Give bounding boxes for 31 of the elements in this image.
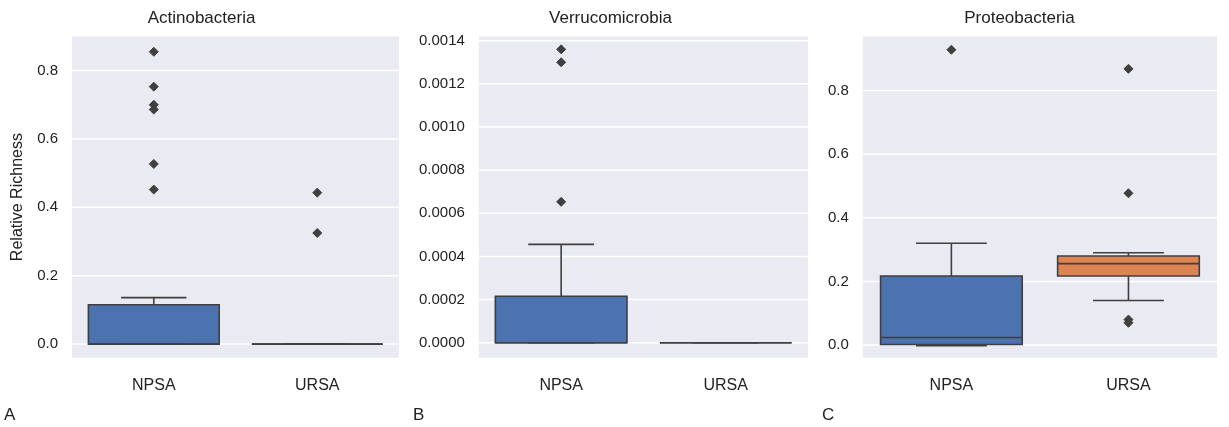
- text: A: [4, 405, 16, 425]
- y-axis-title: Relative Richness: [8, 133, 26, 262]
- y-tick-label: 0.4: [37, 197, 59, 215]
- x-tick-label: URSA: [1106, 375, 1152, 393]
- y-tick-label: 0.6: [37, 129, 59, 147]
- y-tick-label: 0.0002: [418, 289, 465, 307]
- y-tick-label: 0.2: [37, 265, 59, 283]
- y-tick-label: 0.0014: [418, 30, 465, 48]
- x-tick-label: NPSA: [132, 375, 176, 393]
- y-tick-label: 0.8: [37, 60, 59, 78]
- y-tick-label: 0.2: [827, 271, 849, 289]
- chart-title: Verrucomicrobia: [549, 7, 673, 27]
- y-tick-label: 0.8: [827, 80, 849, 98]
- y-tick-label: 0.0: [37, 334, 59, 352]
- x-tick-label: URSA: [703, 375, 749, 393]
- x-tick-label: NPSA: [539, 375, 584, 393]
- chart-title: Proteobacteria: [964, 7, 1076, 27]
- y-tick-label: 0.0000: [418, 332, 465, 350]
- x-tick-label: NPSA: [929, 375, 974, 393]
- y-tick-label: 0.0006: [418, 203, 465, 221]
- text: C: [822, 405, 835, 425]
- y-tick-label: 0.4: [827, 207, 849, 225]
- y-tick-label: 0.0004: [418, 246, 465, 264]
- chart-title: Actinobacteria: [147, 7, 256, 27]
- x-tick-label: URSA: [295, 375, 340, 393]
- text: B: [413, 405, 425, 425]
- y-tick-label: 0.6: [827, 144, 849, 162]
- y-tick-label: 0.0: [827, 335, 849, 353]
- y-tick-label: 0.0012: [418, 74, 465, 91]
- y-tick-label: 0.0008: [418, 160, 465, 178]
- y-tick-label: 0.0010: [418, 117, 465, 135]
